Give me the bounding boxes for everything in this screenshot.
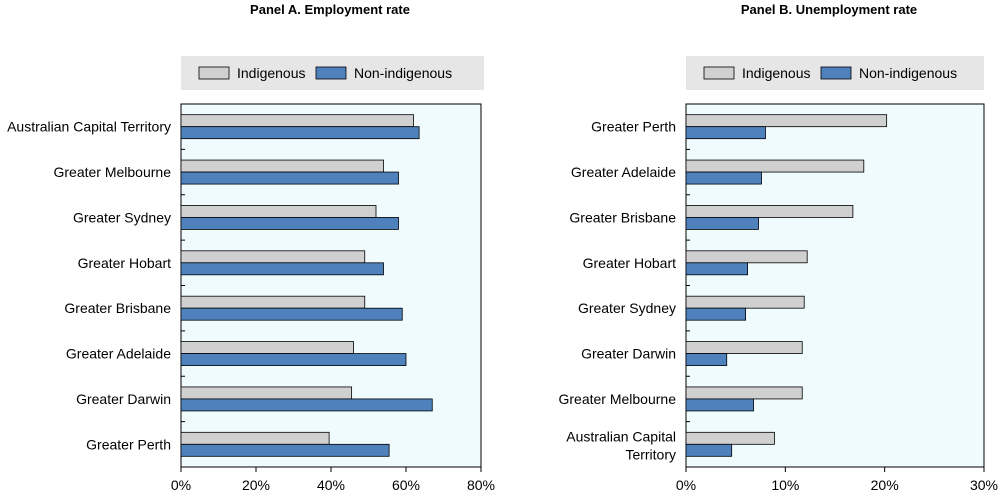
x-tick-label: 30% xyxy=(970,477,998,493)
bar-non-indigenous xyxy=(180,307,403,321)
bar-non-indigenous xyxy=(685,398,754,412)
legend-label-indigenous: Indigenous xyxy=(742,65,811,81)
category-label: Australian Capital Territory xyxy=(566,428,676,462)
bar-non-indigenous xyxy=(180,217,399,230)
bar-non-indigenous xyxy=(685,353,728,366)
legend-label-non-indigenous: Non-indigenous xyxy=(859,65,957,81)
bar-non-indigenous xyxy=(180,262,384,276)
bar-indigenous xyxy=(685,205,854,218)
plot-area xyxy=(685,103,985,468)
plot-area xyxy=(180,103,482,468)
bar-indigenous xyxy=(180,386,353,400)
bar-indigenous xyxy=(180,159,384,173)
x-tick-label: 10% xyxy=(771,477,799,493)
category-label: Greater Perth xyxy=(86,436,171,452)
bar-indigenous xyxy=(180,250,366,264)
category-label: Greater Adelaide xyxy=(66,346,171,362)
bar-indigenous xyxy=(180,205,377,218)
x-tick-label: 20% xyxy=(871,477,899,493)
bar-non-indigenous xyxy=(685,443,733,457)
bar-indigenous xyxy=(685,295,805,309)
x-tick-label: 60% xyxy=(392,477,420,493)
category-label: Greater Sydney xyxy=(73,209,171,225)
x-tick-label: 0% xyxy=(676,477,696,493)
bar-indigenous xyxy=(180,295,366,309)
category-label: Australian Capital Territory xyxy=(7,119,171,135)
bar-non-indigenous xyxy=(685,262,748,276)
bar-indigenous xyxy=(685,431,775,445)
bar-indigenous xyxy=(685,386,803,400)
x-tick-label: 40% xyxy=(317,477,345,493)
bar-indigenous xyxy=(685,114,888,128)
x-tick-label: 20% xyxy=(242,477,270,493)
legend-label-indigenous: Indigenous xyxy=(237,65,306,81)
bar-indigenous xyxy=(685,159,865,173)
bar-non-indigenous xyxy=(180,171,399,185)
bar-non-indigenous xyxy=(180,443,390,457)
x-tick-label: 0% xyxy=(171,477,191,493)
category-label: Greater Sydney xyxy=(578,300,676,316)
bar-non-indigenous xyxy=(180,126,420,140)
bar-non-indigenous xyxy=(685,307,746,321)
legend-label-non-indigenous: Non-indigenous xyxy=(354,65,452,81)
category-label: Greater Perth xyxy=(591,119,676,135)
panel-title: Panel A. Employment rate xyxy=(250,2,410,17)
legend-swatch-non-indigenous xyxy=(315,66,347,80)
bar-indigenous xyxy=(180,341,354,354)
legend-swatch-indigenous xyxy=(703,66,735,80)
bar-indigenous xyxy=(180,431,330,445)
panel-title: Panel B. Unemployment rate xyxy=(741,2,917,17)
category-label: Greater Melbourne xyxy=(53,164,171,180)
category-label: Greater Hobart xyxy=(583,255,676,271)
bar-indigenous xyxy=(685,250,808,264)
bar-indigenous xyxy=(180,114,414,128)
category-label: Greater Darwin xyxy=(76,391,171,407)
category-label: Greater Hobart xyxy=(78,255,171,271)
bar-non-indigenous xyxy=(685,217,759,230)
x-tick-label: 80% xyxy=(467,477,495,493)
legend-swatch-non-indigenous xyxy=(820,66,852,80)
category-label: Greater Melbourne xyxy=(558,391,676,407)
bar-indigenous xyxy=(685,341,803,354)
legend-swatch-indigenous xyxy=(198,66,230,80)
category-label: Greater Brisbane xyxy=(64,300,171,316)
bar-non-indigenous xyxy=(180,353,407,366)
category-label: Greater Darwin xyxy=(581,346,676,362)
bar-non-indigenous xyxy=(685,171,762,185)
bar-non-indigenous xyxy=(685,126,766,140)
bar-non-indigenous xyxy=(180,398,433,412)
category-label: Greater Brisbane xyxy=(569,209,676,225)
category-label: Greater Adelaide xyxy=(571,164,676,180)
